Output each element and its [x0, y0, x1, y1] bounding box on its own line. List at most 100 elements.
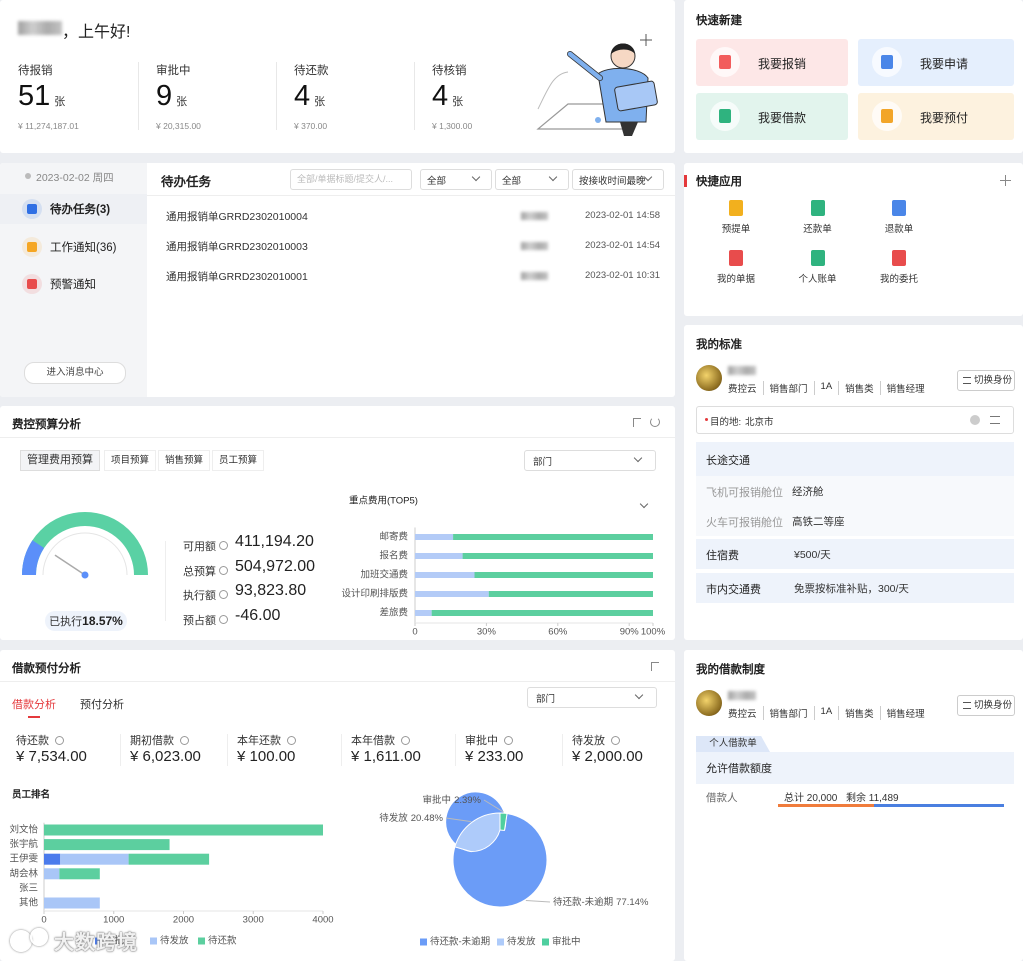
- legend-swatch: [420, 938, 427, 946]
- loan-tab[interactable]: 借款分析: [12, 699, 56, 711]
- metric-label: 总预算: [183, 565, 216, 578]
- stat-label: 待报销: [18, 65, 53, 77]
- app-icon[interactable]: [729, 250, 743, 266]
- remaining-bar: [874, 804, 1004, 807]
- accent-bar: [684, 175, 687, 187]
- standard-label: 住宿费: [706, 550, 739, 562]
- tile-icon: [719, 55, 731, 69]
- loan-tab[interactable]: 预付分析: [80, 699, 124, 711]
- task-title[interactable]: 通用报销单GRRD2302010003: [166, 241, 308, 253]
- loan-policy-panel: 我的借款制度 费控云 销售部门 1A 销售类 销售经理 切换身份 个人借款单 允许借款额度 借款人…: [684, 650, 1023, 961]
- policy-tab: 个人借款单: [696, 736, 770, 752]
- blurred-text: [521, 212, 548, 220]
- slice-value: 2.39%: [454, 795, 481, 806]
- separator: [120, 734, 121, 766]
- destination-label: 目的地:: [710, 417, 742, 428]
- message-tab[interactable]: 待办任务(3): [50, 204, 111, 216]
- panel-title: 快速新建: [696, 15, 742, 27]
- help-icon: [611, 735, 620, 745]
- bar: [431, 610, 653, 616]
- standard-value: ¥500/天: [794, 549, 831, 561]
- select[interactable]: 部门: [527, 687, 657, 708]
- illustration: [536, 34, 658, 136]
- separator: [165, 541, 166, 621]
- filter-select[interactable]: 全部: [495, 169, 569, 190]
- y-tick-label: 张三: [19, 883, 38, 894]
- quick-create-tile[interactable]: 我要借款: [696, 93, 848, 140]
- message-center-button[interactable]: 进入消息中心: [24, 362, 126, 384]
- refresh-icon[interactable]: [650, 417, 660, 427]
- app-label[interactable]: 预提单: [721, 224, 751, 235]
- app-icon[interactable]: [729, 200, 743, 216]
- divider: [414, 62, 415, 130]
- help-icon: [287, 735, 296, 745]
- select[interactable]: 部门: [524, 450, 656, 471]
- search-box[interactable]: 全部/单据标题/提交人/...: [290, 169, 412, 190]
- stat-count: 4: [432, 80, 449, 112]
- slice-name: 待发放: [379, 812, 408, 824]
- app-icon[interactable]: [892, 250, 906, 266]
- switch-button[interactable]: 切换身份: [957, 695, 1015, 716]
- bar: [60, 853, 129, 865]
- message-tab[interactable]: 预警通知: [50, 279, 96, 291]
- app-icon[interactable]: [810, 200, 825, 216]
- app-icon[interactable]: [810, 250, 825, 266]
- destination-value: 北京市: [745, 417, 774, 428]
- slice-name: 审批中: [423, 794, 452, 806]
- app-label[interactable]: 个人账单: [798, 274, 837, 285]
- watermark-logo: [30, 928, 48, 946]
- budget-tab[interactable]: 项目预算: [104, 450, 156, 471]
- x-tick-label: 90%: [620, 627, 640, 638]
- tab-underline: [28, 716, 40, 718]
- greeting-panel: ，上午好! 待报销 51 张 ¥ 11,274,187.01 审批中 9 张 ¥ 20,315.…: [0, 0, 675, 153]
- bar: [44, 839, 170, 851]
- bar: [415, 591, 489, 597]
- metric-label: 可用额: [183, 541, 216, 553]
- blurred-text: [521, 272, 548, 280]
- budget-tab[interactable]: 员工预算: [212, 450, 264, 471]
- metric-label-row: 待发放: [572, 732, 620, 748]
- legend-label: 审批中: [105, 935, 134, 947]
- chart: 员工排名 0 1000 2000 3000 4000 刘文怡张宇航王伊雯胡会林张三其他审批中…: [9, 789, 333, 947]
- help-icon: [219, 590, 228, 599]
- bar: [415, 572, 475, 578]
- message-tab[interactable]: 工作通知(36): [50, 241, 117, 254]
- app-icon[interactable]: [892, 200, 906, 216]
- standard-row: [696, 573, 1014, 603]
- bar: [44, 853, 61, 865]
- help-icon: [504, 735, 513, 745]
- bar: [415, 553, 463, 559]
- app-label[interactable]: 我的单据: [716, 274, 755, 285]
- stat-count: 51: [18, 80, 51, 112]
- filter-select[interactable]: 按接收时间最晚: [572, 169, 664, 190]
- help-icon: [219, 565, 228, 575]
- legend-label: 待发放: [507, 936, 536, 948]
- metric-label-row: 审批中: [465, 732, 513, 748]
- quick-create-tile[interactable]: 我要预付: [858, 93, 1014, 140]
- budget-tab[interactable]: 销售预算: [158, 450, 210, 471]
- y-tick-label: 邮寄费: [379, 531, 408, 543]
- bar: [474, 572, 653, 578]
- y-tick-label: 设计印刷排版费: [341, 588, 408, 600]
- profile-tag: 费控云: [728, 709, 757, 720]
- stat-amount: ¥ 20,315.00: [156, 121, 201, 131]
- task-title[interactable]: 通用报销单GRRD2302010001: [166, 271, 308, 283]
- app-label[interactable]: 还款单: [803, 224, 832, 235]
- app-label[interactable]: 退款单: [884, 224, 914, 235]
- quick-create-tile[interactable]: 我要申请: [858, 39, 1014, 86]
- task-title[interactable]: 通用报销单GRRD2302010004: [166, 211, 308, 223]
- bar: [44, 824, 323, 836]
- standard-label: 火车可报销舱位: [706, 517, 783, 529]
- budget-tab[interactable]: 管理费用预算: [20, 450, 100, 471]
- slice-value: 20.48%: [411, 813, 444, 824]
- app-label[interactable]: 我的委托: [879, 274, 918, 285]
- quick-create-tile[interactable]: 我要报销: [696, 39, 848, 86]
- list-icon: [990, 416, 1000, 424]
- date-dot: [25, 173, 31, 179]
- tab-icon: [27, 279, 37, 289]
- switch-button[interactable]: 切换身份: [957, 370, 1015, 391]
- filter-select[interactable]: 全部: [420, 169, 492, 190]
